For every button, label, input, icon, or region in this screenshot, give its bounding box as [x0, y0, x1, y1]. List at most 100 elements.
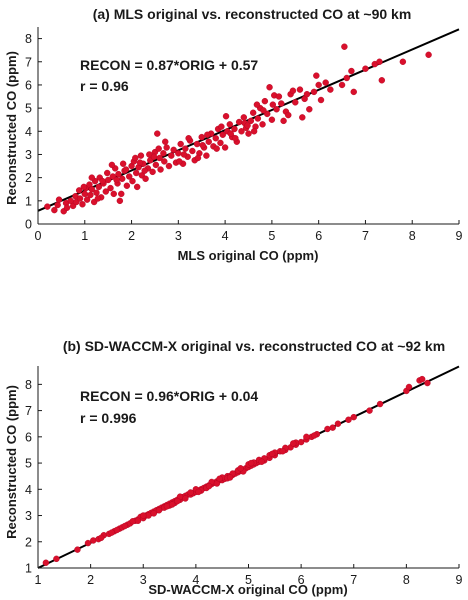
chart-a-title: (a) MLS original vs. reconstructed CO at… — [93, 6, 412, 22]
data-point — [79, 201, 86, 208]
data-point — [250, 128, 258, 135]
data-point — [104, 169, 111, 177]
data-point — [260, 107, 267, 114]
data-point — [185, 135, 192, 142]
data-point — [292, 99, 299, 106]
data-point — [177, 140, 184, 148]
data-point — [137, 152, 145, 159]
data-point — [245, 130, 252, 137]
chart-b-xlabel: SD-WACCM-X original CO (ppm) — [148, 582, 347, 597]
data-point — [341, 43, 348, 50]
data-point — [232, 135, 239, 142]
data-point — [157, 166, 164, 173]
data-point — [161, 158, 168, 165]
data-point — [338, 81, 346, 89]
data-point — [299, 114, 306, 121]
data-point — [74, 546, 81, 553]
x-tick-label: 4 — [192, 573, 199, 587]
data-point — [203, 152, 210, 159]
data-point — [189, 147, 196, 155]
y-tick-label: 0 — [25, 218, 32, 232]
data-point — [176, 158, 183, 165]
data-point — [174, 497, 181, 505]
data-point — [115, 170, 122, 178]
data-point — [42, 559, 50, 566]
data-point — [116, 197, 124, 205]
data-point — [63, 204, 71, 211]
data-point — [150, 510, 157, 517]
data-point — [80, 183, 88, 191]
data-point — [142, 175, 149, 183]
y-tick-label: 6 — [25, 430, 32, 444]
data-point — [217, 139, 224, 147]
x-tick-label: 9 — [456, 229, 463, 243]
data-point — [253, 101, 261, 108]
data-point — [266, 84, 273, 91]
data-point — [303, 91, 311, 98]
data-point — [303, 433, 310, 441]
data-point — [108, 529, 115, 536]
x-tick-label: 4 — [222, 229, 229, 243]
data-point — [218, 123, 225, 130]
data-point — [132, 154, 139, 162]
data-point — [238, 128, 245, 135]
y-tick-label: 6 — [25, 78, 32, 92]
y-tick-label: 5 — [25, 457, 32, 471]
data-point — [155, 507, 163, 514]
data-point — [113, 526, 121, 534]
data-point — [237, 465, 244, 472]
data-point — [269, 101, 277, 108]
data-point — [306, 106, 313, 113]
data-point — [249, 109, 257, 116]
y-tick-label: 2 — [25, 171, 32, 185]
data-point — [84, 539, 92, 547]
data-point — [315, 81, 322, 89]
chart-b-r-value: r = 0.996 — [80, 410, 137, 426]
data-point — [254, 115, 262, 122]
x-tick-label: 5 — [268, 229, 275, 243]
x-tick-label: 1 — [81, 229, 88, 243]
chart-b: (b) SD-WACCM-X original vs. reconstructe… — [4, 338, 463, 597]
data-point — [362, 65, 369, 72]
data-point — [94, 195, 102, 202]
data-point — [88, 174, 95, 181]
data-point — [123, 182, 131, 189]
data-point — [350, 413, 357, 421]
data-point — [424, 379, 431, 387]
data-point — [285, 111, 292, 119]
data-point — [75, 187, 83, 194]
data-point — [376, 58, 383, 65]
data-point — [99, 177, 106, 185]
data-point — [165, 162, 173, 170]
data-point — [76, 195, 84, 202]
x-tick-label: 8 — [409, 229, 416, 243]
data-point — [87, 191, 94, 199]
chart-a: (a) MLS original vs. reconstructed CO at… — [4, 6, 463, 263]
y-tick-label: 8 — [25, 378, 32, 392]
data-point — [226, 121, 233, 128]
chart-b-title: (b) SD-WACCM-X original vs. reconstructe… — [63, 338, 445, 354]
data-point — [297, 438, 305, 446]
data-point — [405, 383, 413, 391]
data-point — [268, 450, 276, 458]
data-point — [244, 122, 251, 129]
data-point — [345, 416, 352, 423]
data-point — [195, 488, 202, 496]
data-point — [93, 189, 100, 196]
data-point — [213, 145, 220, 152]
data-point — [198, 133, 205, 141]
data-point — [247, 117, 255, 125]
data-point — [129, 177, 136, 185]
data-point — [290, 440, 297, 447]
x-tick-label: 3 — [175, 229, 182, 243]
data-point — [317, 96, 325, 104]
data-point — [88, 186, 95, 193]
data-point — [278, 100, 285, 107]
x-tick-label: 2 — [87, 573, 94, 587]
y-tick-label: 3 — [25, 509, 32, 523]
data-point — [378, 77, 386, 84]
chart-a-points-layer — [44, 43, 432, 215]
data-point — [55, 196, 63, 203]
data-point — [324, 425, 331, 433]
